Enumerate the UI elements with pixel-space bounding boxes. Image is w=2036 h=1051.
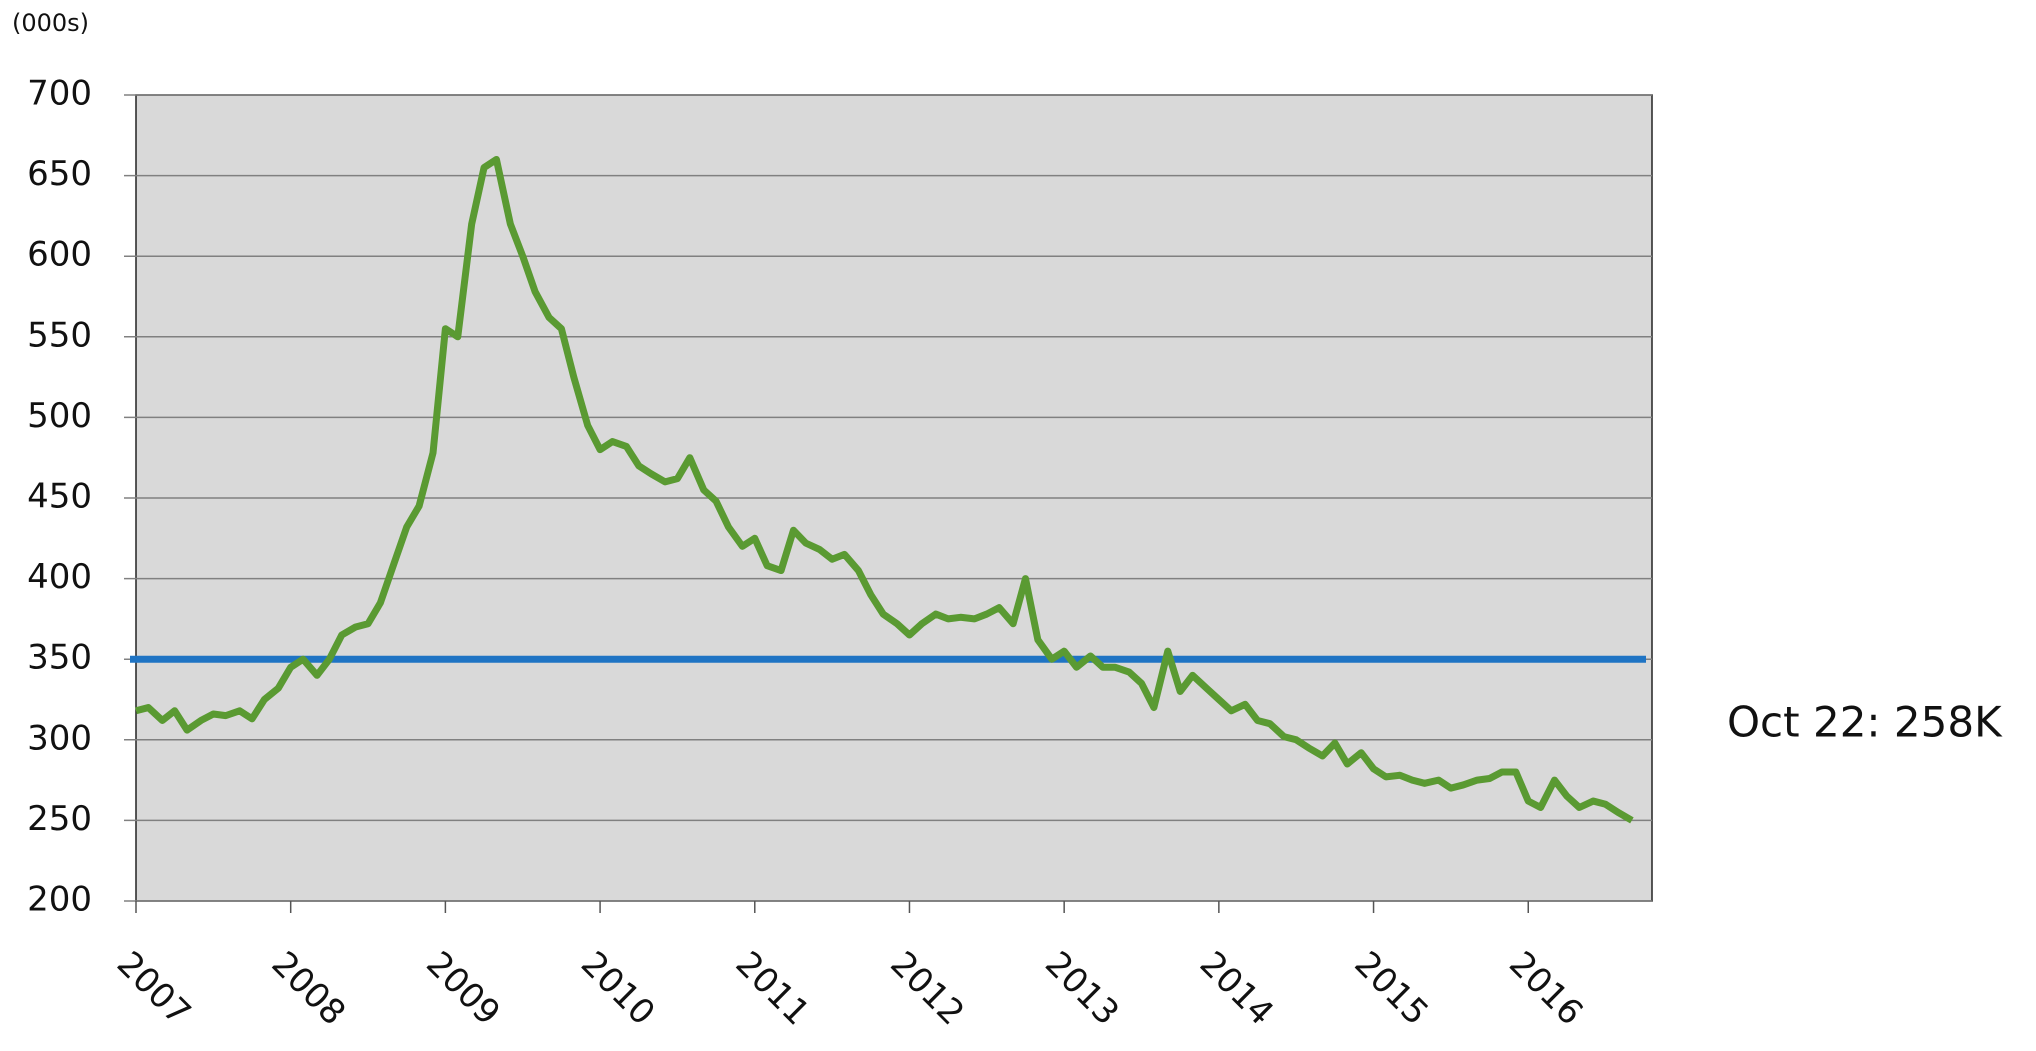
y-tick-label: 500 xyxy=(27,396,92,436)
data-line xyxy=(135,155,1634,824)
y-tick-label: 450 xyxy=(27,477,92,517)
x-tick-label: 2008 xyxy=(264,944,353,1033)
y-tick-label: 600 xyxy=(27,235,92,275)
annotation: Oct 22: 258K xyxy=(1727,698,2003,747)
y-unit-label: (000s) xyxy=(12,9,89,37)
y-tick-label: 400 xyxy=(27,557,92,597)
x-tick-label: 2013 xyxy=(1037,944,1126,1033)
x-tick-label: 2016 xyxy=(1501,944,1590,1033)
y-tick-label: 200 xyxy=(27,880,92,920)
x-tick-label: 2007 xyxy=(109,944,198,1033)
y-tick-label: 700 xyxy=(27,74,92,114)
y-tick-label: 650 xyxy=(27,154,92,194)
y-tick-label: 350 xyxy=(27,638,92,678)
y-tick-label: 550 xyxy=(27,315,92,355)
x-tick-label: 2010 xyxy=(573,944,662,1033)
x-tick-label: 2014 xyxy=(1192,944,1281,1033)
x-tick-label: 2009 xyxy=(418,944,507,1033)
x-tick-label: 2015 xyxy=(1346,944,1435,1033)
x-tick-label: 2011 xyxy=(728,944,817,1033)
y-tick-label: 300 xyxy=(27,718,92,758)
y-tick-label: 250 xyxy=(27,799,92,839)
x-tick-label: 2012 xyxy=(882,944,971,1033)
